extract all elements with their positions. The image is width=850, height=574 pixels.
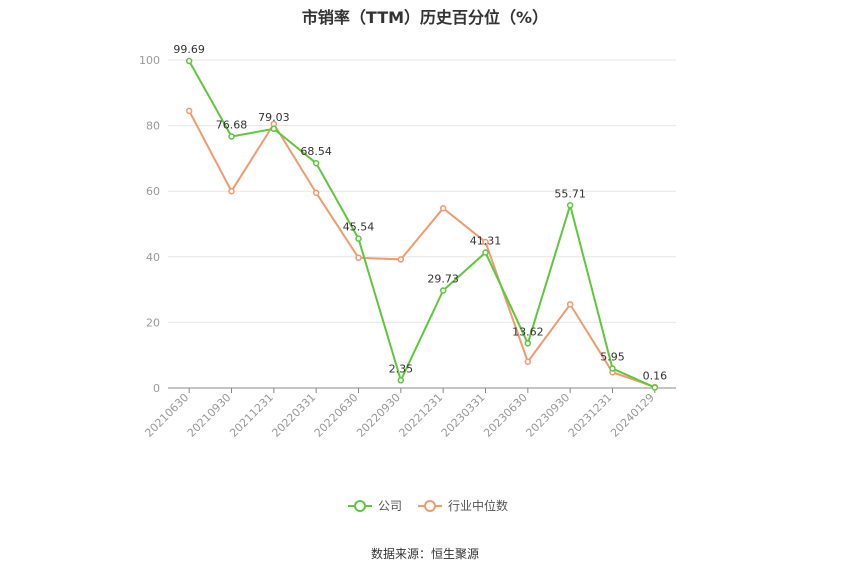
data-point	[524, 358, 532, 366]
x-tick-label: 20221231	[396, 391, 445, 440]
data-point	[355, 254, 362, 262]
data-point	[228, 187, 235, 195]
legend-swatch-marker	[424, 500, 436, 512]
data-point	[609, 365, 616, 372]
data-point	[439, 205, 447, 212]
y-tick-label: 40	[146, 251, 160, 264]
data-point	[566, 301, 574, 308]
data-point	[482, 249, 489, 256]
data-point	[355, 235, 362, 242]
data-label: 13.62	[512, 325, 544, 338]
data-point	[270, 125, 278, 133]
data-source: 数据来源：恒生聚源	[370, 547, 479, 561]
data-point	[185, 57, 193, 65]
data-label: 79.03	[258, 111, 290, 124]
data-label: 99.69	[173, 43, 205, 56]
legend-label: 公司	[378, 499, 402, 513]
data-point	[566, 202, 574, 209]
y-tick-label: 100	[139, 54, 160, 67]
x-tick-label: 20230331	[439, 391, 488, 440]
x-tick-label: 20220930	[354, 391, 403, 440]
data-label: 45.54	[343, 221, 375, 234]
data-point	[185, 107, 193, 115]
data-point	[397, 377, 405, 384]
series-line	[188, 110, 656, 388]
data-label: 41.31	[470, 235, 502, 248]
chart-title: 市销率（TTM）历史百分位（%）	[301, 8, 549, 27]
x-tick-label: 20220331	[269, 391, 318, 440]
data-point	[312, 189, 320, 197]
data-point	[397, 256, 405, 263]
data-point	[228, 133, 235, 140]
x-tick-label: 20231231	[566, 391, 615, 440]
x-tick-label: 20210930	[185, 391, 234, 440]
data-label: 68.54	[300, 145, 332, 158]
y-tick-label: 60	[146, 185, 160, 198]
x-tick-label: 20230930	[523, 391, 572, 440]
y-tick-label: 0	[153, 382, 160, 395]
data-label: 0.16	[643, 369, 668, 382]
data-label: 55.71	[554, 187, 586, 200]
x-tick-label: 20230630	[481, 391, 530, 440]
y-tick-label: 20	[146, 316, 160, 329]
data-point	[651, 384, 659, 391]
data-label: 76.68	[216, 118, 248, 131]
data-label: 5.95	[600, 350, 625, 363]
x-tick-label: 20220630	[312, 391, 361, 440]
x-tick-label: 20210630	[142, 391, 191, 440]
data-point	[482, 238, 489, 246]
y-tick-label: 80	[146, 120, 160, 133]
series-line	[188, 60, 656, 389]
data-point	[439, 287, 447, 294]
legend-label: 行业中位数	[448, 498, 508, 513]
x-tick-label: 20240129	[608, 391, 657, 440]
data-point	[312, 159, 320, 167]
legend-swatch-marker	[354, 500, 366, 512]
data-label: 2.35	[389, 362, 414, 375]
x-tick-label: 20211231	[227, 391, 276, 440]
data-label: 29.73	[427, 272, 459, 285]
data-point	[524, 340, 532, 347]
